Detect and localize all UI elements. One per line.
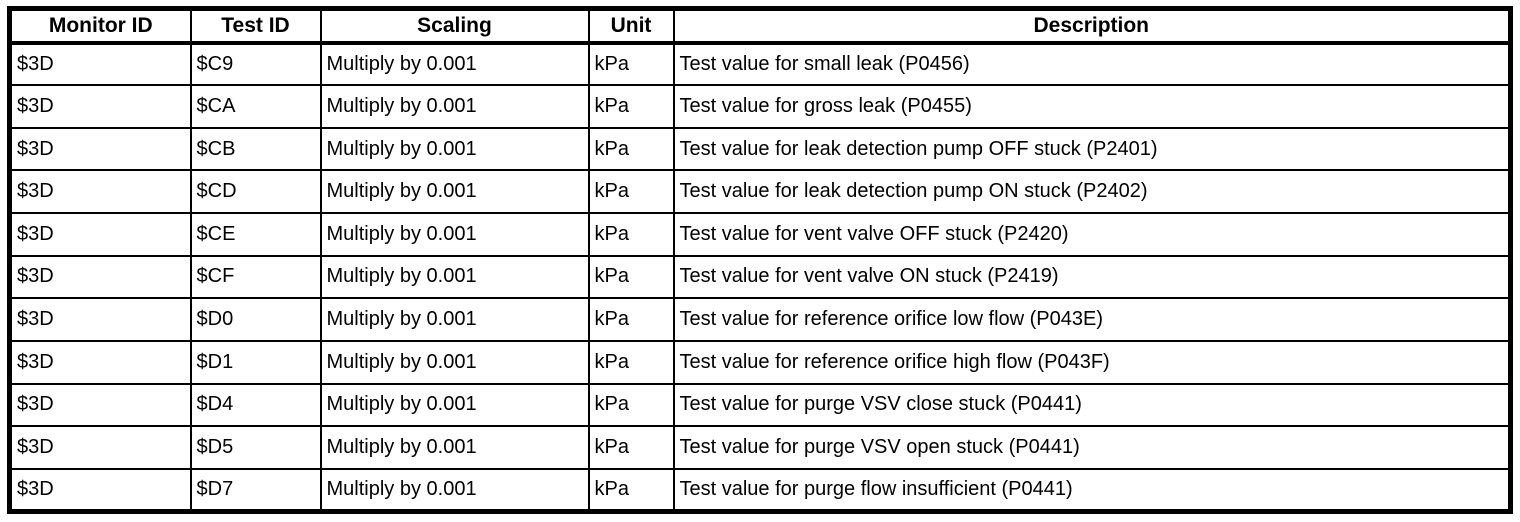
- cell-monitor-id: $3D: [8, 254, 192, 300]
- table-row: $3D $CF Multiply by 0.001 kPa Test value for…: [8, 254, 1512, 300]
- table-row: $3D $D4 Multiply by 0.001 kPa Test value for…: [8, 382, 1512, 428]
- cell-description: Test value for purge flow insufficient (…: [672, 467, 1512, 513]
- cell-description: Test value for leak detection pump OFF s…: [672, 126, 1512, 172]
- cell-description: Test value for vent valve OFF stuck (P24…: [672, 212, 1512, 257]
- cell-scaling: Multiply by 0.001: [319, 254, 590, 300]
- cell-scaling: Multiply by 0.001: [319, 297, 590, 342]
- cell-unit: kPa: [587, 212, 675, 257]
- cell-monitor-id: $3D: [8, 84, 192, 129]
- cell-scaling: Multiply by 0.001: [319, 126, 590, 172]
- cell-description: Test value for gross leak (P0455): [672, 84, 1512, 129]
- cell-unit: kPa: [587, 297, 675, 342]
- cell-test-id: $CE: [189, 212, 322, 257]
- cell-description: Test value for vent valve ON stuck (P241…: [672, 254, 1512, 300]
- table-row: $3D $D5 Multiply by 0.001 kPa Test value for…: [8, 425, 1512, 470]
- table-row: $3D $CD Multiply by 0.001 kPa Test value for…: [8, 169, 1512, 214]
- cell-description: Test value for small leak (P0456): [672, 41, 1512, 87]
- column-header-monitor-id: Monitor ID: [8, 7, 192, 45]
- column-header-unit: Unit: [587, 7, 675, 45]
- cell-scaling: Multiply by 0.001: [319, 41, 590, 87]
- cell-description: Test value for purge VSV open stuck (P04…: [672, 425, 1512, 470]
- cell-description: Test value for leak detection pump ON st…: [672, 169, 1512, 214]
- cell-monitor-id: $3D: [8, 425, 192, 470]
- cell-monitor-id: $3D: [8, 382, 192, 428]
- table-row: $3D $CA Multiply by 0.001 kPa Test value for…: [8, 84, 1512, 129]
- column-header-scaling: Scaling: [319, 7, 590, 45]
- cell-scaling: Multiply by 0.001: [319, 339, 590, 385]
- cell-monitor-id: $3D: [8, 297, 192, 342]
- cell-monitor-id: $3D: [8, 212, 192, 257]
- cell-test-id: $D1: [189, 339, 322, 385]
- cell-unit: kPa: [587, 382, 675, 428]
- cell-test-id: $C9: [189, 41, 322, 87]
- cell-test-id: $CD: [189, 169, 322, 214]
- cell-monitor-id: $3D: [8, 126, 192, 172]
- table-row: $3D $C9 Multiply by 0.001 kPa Test value for…: [8, 41, 1512, 87]
- cell-unit: kPa: [587, 126, 675, 172]
- table-row: $3D $D7 Multiply by 0.001 kPa Test value for…: [8, 467, 1512, 513]
- cell-monitor-id: $3D: [8, 169, 192, 214]
- cell-scaling: Multiply by 0.001: [319, 84, 590, 129]
- column-header-description: Description: [672, 7, 1512, 45]
- cell-description: Test value for reference orifice low flo…: [672, 297, 1512, 342]
- cell-unit: kPa: [587, 339, 675, 385]
- cell-scaling: Multiply by 0.001: [319, 425, 590, 470]
- cell-unit: kPa: [587, 41, 675, 87]
- cell-description: Test value for purge VSV close stuck (P0…: [672, 382, 1512, 428]
- header-row: Monitor ID Test ID Scaling Unit Description: [8, 7, 1512, 45]
- column-header-test-id: Test ID: [189, 7, 322, 45]
- cell-unit: kPa: [587, 254, 675, 300]
- table-row: $3D $CB Multiply by 0.001 kPa Test value for…: [8, 126, 1512, 172]
- cell-unit: kPa: [587, 169, 675, 214]
- cell-scaling: Multiply by 0.001: [319, 169, 590, 214]
- cell-monitor-id: $3D: [8, 41, 192, 87]
- cell-test-id: $D4: [189, 382, 322, 428]
- cell-test-id: $CA: [189, 84, 322, 129]
- cell-scaling: Multiply by 0.001: [319, 212, 590, 257]
- cell-monitor-id: $3D: [8, 339, 192, 385]
- cell-test-id: $D5: [189, 425, 322, 470]
- cell-scaling: Multiply by 0.001: [319, 467, 590, 513]
- cell-unit: kPa: [587, 425, 675, 470]
- cell-test-id: $D0: [189, 297, 322, 342]
- cell-scaling: Multiply by 0.001: [319, 382, 590, 428]
- table-row: $3D $D1 Multiply by 0.001 kPa Test value for…: [8, 339, 1512, 385]
- cell-test-id: $CB: [189, 126, 322, 172]
- cell-unit: kPa: [587, 467, 675, 513]
- cell-monitor-id: $3D: [8, 467, 192, 513]
- table-row: $3D $CE Multiply by 0.001 kPa Test value for…: [8, 212, 1512, 257]
- cell-test-id: $D7: [189, 467, 322, 513]
- cell-description: Test value for reference orifice high fl…: [672, 339, 1512, 385]
- cell-test-id: $CF: [189, 254, 322, 300]
- cell-unit: kPa: [587, 84, 675, 129]
- monitor-test-table: Monitor ID Test ID Scaling Unit Description …: [7, 6, 1513, 514]
- table-row: $3D $D0 Multiply by 0.001 kPa Test value for…: [8, 297, 1512, 342]
